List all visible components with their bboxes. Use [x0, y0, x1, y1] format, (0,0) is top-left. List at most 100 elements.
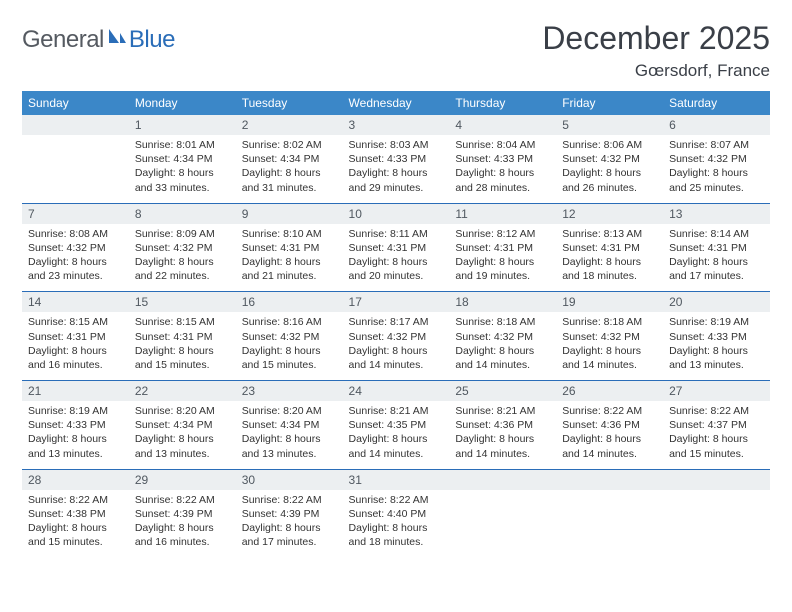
sunset-text: Sunset: 4:31 PM	[669, 241, 764, 255]
sunset-text: Sunset: 4:36 PM	[455, 418, 550, 432]
sunrise-text: Sunrise: 8:22 AM	[242, 493, 337, 507]
sunrise-text: Sunrise: 8:03 AM	[349, 138, 444, 152]
daylight-text: Daylight: 8 hours and 18 minutes.	[562, 255, 657, 283]
daylight-text: Daylight: 8 hours and 21 minutes.	[242, 255, 337, 283]
sunrise-text: Sunrise: 8:12 AM	[455, 227, 550, 241]
daylight-text: Daylight: 8 hours and 14 minutes.	[455, 432, 550, 460]
sunset-text: Sunset: 4:38 PM	[28, 507, 123, 521]
sunset-text: Sunset: 4:34 PM	[242, 152, 337, 166]
day-details: Sunrise: 8:22 AMSunset: 4:37 PMDaylight:…	[663, 401, 770, 469]
sunrise-text: Sunrise: 8:21 AM	[349, 404, 444, 418]
day-details: Sunrise: 8:06 AMSunset: 4:32 PMDaylight:…	[556, 135, 663, 203]
daylight-text: Daylight: 8 hours and 17 minutes.	[669, 255, 764, 283]
day-number: 9	[236, 204, 343, 224]
day-details	[22, 135, 129, 195]
sunset-text: Sunset: 4:32 PM	[242, 330, 337, 344]
calendar-day-cell	[22, 115, 129, 203]
day-details	[449, 490, 556, 550]
calendar-day-cell: 6Sunrise: 8:07 AMSunset: 4:32 PMDaylight…	[663, 115, 770, 203]
daylight-text: Daylight: 8 hours and 14 minutes.	[455, 344, 550, 372]
day-number: 23	[236, 381, 343, 401]
daylight-text: Daylight: 8 hours and 19 minutes.	[455, 255, 550, 283]
sunrise-text: Sunrise: 8:22 AM	[669, 404, 764, 418]
brand-logo: General Blue	[22, 26, 175, 54]
day-details: Sunrise: 8:09 AMSunset: 4:32 PMDaylight:…	[129, 224, 236, 292]
day-details: Sunrise: 8:22 AMSunset: 4:39 PMDaylight:…	[129, 490, 236, 558]
daylight-text: Daylight: 8 hours and 13 minutes.	[669, 344, 764, 372]
day-details: Sunrise: 8:07 AMSunset: 4:32 PMDaylight:…	[663, 135, 770, 203]
sunset-text: Sunset: 4:32 PM	[562, 152, 657, 166]
sunset-text: Sunset: 4:33 PM	[669, 330, 764, 344]
day-number: 25	[449, 381, 556, 401]
sunset-text: Sunset: 4:31 PM	[28, 330, 123, 344]
sunrise-text: Sunrise: 8:17 AM	[349, 315, 444, 329]
sunrise-text: Sunrise: 8:18 AM	[455, 315, 550, 329]
day-number: 8	[129, 204, 236, 224]
day-number: 13	[663, 204, 770, 224]
calendar-day-cell: 16Sunrise: 8:16 AMSunset: 4:32 PMDayligh…	[236, 292, 343, 381]
daylight-text: Daylight: 8 hours and 14 minutes.	[562, 432, 657, 460]
daylight-text: Daylight: 8 hours and 28 minutes.	[455, 166, 550, 194]
sunrise-text: Sunrise: 8:15 AM	[28, 315, 123, 329]
logo-sail-icon	[107, 27, 127, 50]
day-details: Sunrise: 8:10 AMSunset: 4:31 PMDaylight:…	[236, 224, 343, 292]
calendar-week-row: 7Sunrise: 8:08 AMSunset: 4:32 PMDaylight…	[22, 203, 770, 292]
sunset-text: Sunset: 4:32 PM	[455, 330, 550, 344]
calendar-table: Sunday Monday Tuesday Wednesday Thursday…	[22, 91, 770, 557]
calendar-day-cell: 15Sunrise: 8:15 AMSunset: 4:31 PMDayligh…	[129, 292, 236, 381]
calendar-day-cell: 30Sunrise: 8:22 AMSunset: 4:39 PMDayligh…	[236, 469, 343, 557]
sunset-text: Sunset: 4:32 PM	[349, 330, 444, 344]
day-details: Sunrise: 8:11 AMSunset: 4:31 PMDaylight:…	[343, 224, 450, 292]
sunrise-text: Sunrise: 8:22 AM	[349, 493, 444, 507]
day-number: 28	[22, 470, 129, 490]
day-details: Sunrise: 8:20 AMSunset: 4:34 PMDaylight:…	[236, 401, 343, 469]
calendar-day-cell: 12Sunrise: 8:13 AMSunset: 4:31 PMDayligh…	[556, 203, 663, 292]
sunset-text: Sunset: 4:39 PM	[242, 507, 337, 521]
day-details: Sunrise: 8:21 AMSunset: 4:36 PMDaylight:…	[449, 401, 556, 469]
day-details: Sunrise: 8:21 AMSunset: 4:35 PMDaylight:…	[343, 401, 450, 469]
day-number: 3	[343, 115, 450, 135]
day-number: 17	[343, 292, 450, 312]
sunset-text: Sunset: 4:31 PM	[242, 241, 337, 255]
sunrise-text: Sunrise: 8:20 AM	[135, 404, 230, 418]
sunset-text: Sunset: 4:32 PM	[669, 152, 764, 166]
sunset-text: Sunset: 4:31 PM	[562, 241, 657, 255]
calendar-day-cell	[556, 469, 663, 557]
col-header: Sunday	[22, 91, 129, 115]
calendar-week-row: 28 Sunrise: 8:22 AM Sunset: 4:38 PM Dayligh…	[22, 469, 770, 557]
daylight-text: Daylight: 8 hours and 14 minutes.	[349, 344, 444, 372]
day-number: 2	[236, 115, 343, 135]
month-title: December 2025	[542, 20, 770, 57]
sunset-text: Sunset: 4:35 PM	[349, 418, 444, 432]
day-details: Sunrise: 8:02 AMSunset: 4:34 PMDaylight:…	[236, 135, 343, 203]
logo-text-general: General	[22, 26, 104, 54]
col-header: Saturday	[663, 91, 770, 115]
day-number: 1	[129, 115, 236, 135]
calendar-day-cell: 25Sunrise: 8:21 AMSunset: 4:36 PMDayligh…	[449, 381, 556, 470]
sunset-text: Sunset: 4:31 PM	[349, 241, 444, 255]
calendar-header-row: Sunday Monday Tuesday Wednesday Thursday…	[22, 91, 770, 115]
calendar-day-cell: 24Sunrise: 8:21 AMSunset: 4:35 PMDayligh…	[343, 381, 450, 470]
day-number: 22	[129, 381, 236, 401]
day-details: Sunrise: 8:22 AMSunset: 4:40 PMDaylight:…	[343, 490, 450, 558]
sunset-text: Sunset: 4:32 PM	[135, 241, 230, 255]
day-number: 27	[663, 381, 770, 401]
daylight-text: Daylight: 8 hours and 18 minutes.	[349, 521, 444, 549]
day-details: Sunrise: 8:17 AMSunset: 4:32 PMDaylight:…	[343, 312, 450, 380]
calendar-day-cell: 23Sunrise: 8:20 AMSunset: 4:34 PMDayligh…	[236, 381, 343, 470]
calendar-day-cell: 8Sunrise: 8:09 AMSunset: 4:32 PMDaylight…	[129, 203, 236, 292]
sunset-text: Sunset: 4:31 PM	[455, 241, 550, 255]
calendar-day-cell: 26Sunrise: 8:22 AMSunset: 4:36 PMDayligh…	[556, 381, 663, 470]
day-number: 30	[236, 470, 343, 490]
daylight-text: Daylight: 8 hours and 15 minutes.	[669, 432, 764, 460]
day-number: 21	[22, 381, 129, 401]
calendar-day-cell: 22Sunrise: 8:20 AMSunset: 4:34 PMDayligh…	[129, 381, 236, 470]
sunset-text: Sunset: 4:34 PM	[135, 418, 230, 432]
daylight-text: Daylight: 8 hours and 22 minutes.	[135, 255, 230, 283]
daylight-text: Daylight: 8 hours and 23 minutes.	[28, 255, 123, 283]
daylight-text: Daylight: 8 hours and 29 minutes.	[349, 166, 444, 194]
calendar-day-cell: 21Sunrise: 8:19 AMSunset: 4:33 PMDayligh…	[22, 381, 129, 470]
day-details: Sunrise: 8:19 AMSunset: 4:33 PMDaylight:…	[663, 312, 770, 380]
sunset-text: Sunset: 4:31 PM	[135, 330, 230, 344]
day-number: 19	[556, 292, 663, 312]
